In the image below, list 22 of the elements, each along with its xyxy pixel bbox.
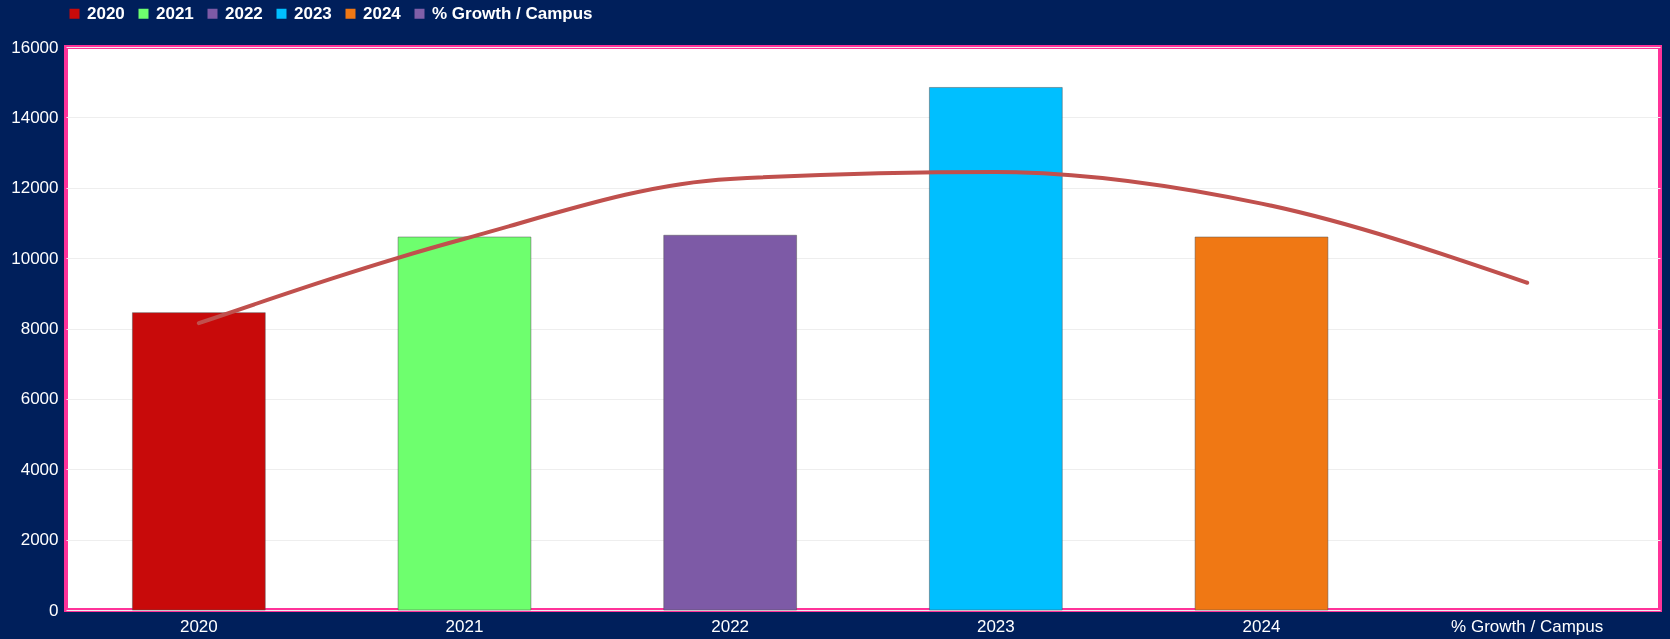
legend-label: 2023 xyxy=(294,3,332,23)
y-tick-label: 6000 xyxy=(20,389,59,409)
legend-label: 2020 xyxy=(87,3,125,23)
y-tick-label: 10000 xyxy=(11,248,59,268)
x-tick-label: 2023 xyxy=(976,616,1015,636)
y-tick-label: 4000 xyxy=(20,459,59,479)
line-series xyxy=(196,169,1530,326)
x-tick-label: 2020 xyxy=(179,616,218,636)
y-tick-label: 12000 xyxy=(11,178,59,198)
x-tick-label: 2022 xyxy=(711,616,750,636)
y-tick-label: 0 xyxy=(49,600,59,620)
x-tick-label: 2024 xyxy=(1242,616,1281,636)
x-tick-label: 2021 xyxy=(445,616,484,636)
legend-label: 2021 xyxy=(156,3,194,23)
y-tick-label: 8000 xyxy=(20,319,59,338)
legend-label: % Growth / Campus xyxy=(432,3,593,23)
legend-label: 2022 xyxy=(225,3,263,23)
y-tick-label: 2000 xyxy=(20,530,59,550)
x-tick-label: % Growth / Campus xyxy=(1451,616,1604,636)
legend-label: 2024 xyxy=(363,3,402,23)
y-tick-label: 14000 xyxy=(11,107,59,127)
y-tick-label: 16000 xyxy=(11,37,59,57)
